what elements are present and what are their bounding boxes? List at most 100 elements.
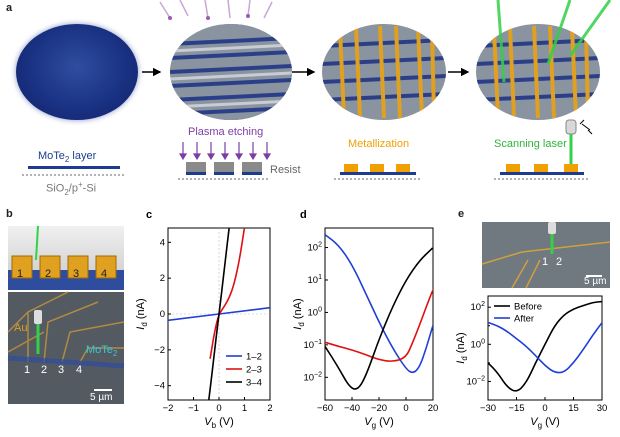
series-line-d-2: [325, 246, 433, 390]
y-tick-base: 10: [303, 340, 314, 351]
x-tick-label: 15: [568, 403, 579, 414]
y-tick-exp: 2: [481, 301, 485, 308]
panel-d-label: d: [300, 209, 307, 221]
x-tick-label: 0: [403, 403, 408, 414]
panel-b-label: b: [6, 208, 13, 220]
y-tick-label: 100: [471, 338, 486, 350]
e-contact-1: 1: [542, 256, 549, 268]
stage1-schematic: [22, 166, 126, 176]
legend-label: 1–2: [246, 352, 262, 363]
y-tick-label: 10−2: [303, 371, 322, 383]
y-tick-exp: −2: [477, 375, 485, 382]
y-axis-label-c-var: I: [135, 327, 147, 330]
x-axis-label-c-sub: b: [212, 421, 217, 430]
y-tick-base: 10: [466, 376, 477, 387]
y-axis-label-c-unit: (nA): [135, 298, 147, 322]
x-tick-label: 20: [428, 403, 439, 414]
contact-3-label: 3: [73, 268, 80, 280]
x-tick-label: 30: [597, 403, 608, 414]
x-axis-label-c: Vb (V): [204, 416, 234, 430]
y-tick-base: 10: [308, 243, 319, 254]
y-tick-exp: −1: [314, 339, 322, 346]
contact-2-label: 2: [45, 268, 52, 280]
y-tick-label: 102: [471, 301, 486, 313]
mote2-micro-label: MoTe2: [86, 344, 117, 358]
x-tick-label: 0: [542, 403, 547, 414]
x-tick-label: 1: [242, 403, 247, 414]
substrate-suffix: -Si: [82, 182, 97, 195]
series-line-c-2–3: [209, 228, 246, 359]
series-line-e-After: [488, 321, 602, 374]
x-tick-label: −40: [344, 403, 360, 414]
micro-contact-1: 1: [24, 364, 31, 376]
x-axis-label-e-unit: (V): [542, 416, 560, 428]
x-axis-label-d-unit: (V): [376, 416, 394, 428]
legend-label: 3–4: [246, 378, 262, 389]
metallized-wafer-image: [322, 24, 446, 120]
substrate-sup: +: [77, 180, 83, 189]
x-axis-label-e-sub: g: [538, 421, 542, 430]
x-tick-label: 2: [267, 403, 272, 414]
micro-contact-4: 4: [76, 364, 83, 376]
x-axis-label-d-var: V: [364, 416, 373, 428]
x-axis-label-e-var: V: [530, 416, 539, 428]
x-tick-label: −30: [480, 403, 496, 414]
series-line-e-Before: [488, 300, 602, 392]
plot-frame-d: [324, 227, 434, 401]
e-contact-2: 2: [556, 256, 563, 268]
micro-contact-2: 2: [41, 364, 48, 376]
stage4-schematic: [494, 119, 593, 180]
stage2-schematic: [178, 142, 272, 180]
mote2-text: MoTe: [38, 150, 65, 162]
plasma-etching-label: Plasma etching: [188, 126, 264, 138]
y-axis-label-e-unit: (nA): [455, 332, 467, 356]
mote2-micro-text: MoTe: [86, 344, 113, 356]
scalebar-label-b: 5 µm: [90, 392, 113, 403]
y-axis-label-e-sub: d: [460, 356, 469, 360]
x-axis-label-d: Vg (V): [364, 416, 394, 430]
y-tick-label: −4: [154, 381, 165, 392]
y-tick-label: 10−1: [303, 339, 322, 351]
x-tick-label: −15: [508, 403, 524, 414]
y-tick-base: 10: [471, 302, 482, 313]
substrate-sub: 2: [64, 187, 69, 197]
x-axis-label-c-unit: (V): [216, 416, 234, 428]
plasma-beams: [159, 0, 273, 20]
y-tick-label: 4: [160, 237, 165, 248]
stage3-schematic: [334, 164, 422, 180]
mote2-wafer-image: [16, 24, 138, 120]
y-axis-label-d-sub: d: [297, 322, 306, 326]
y-tick-exp: 2: [318, 242, 322, 249]
y-tick-label: 2: [160, 273, 165, 284]
y-tick-label: 0: [160, 309, 165, 320]
chart-c: c −2 −1 0 1 2 −4 −2 0 2 4 Vb (V) Id (nA) 1–2 2–3 3–4: [135, 209, 273, 430]
scalebar-label-e: 5 µm: [584, 276, 607, 287]
device-micrograph: Au MoTe2 1 2 3 4 5 µm: [7, 291, 125, 404]
process-arrows: [142, 67, 470, 77]
series-line-d-0: [325, 233, 433, 374]
contact-4-label: 4: [101, 268, 108, 280]
legend-label: Before: [514, 302, 542, 313]
series-line-c-3–4: [208, 228, 230, 400]
scanning-laser-label: Scanning laser: [494, 138, 567, 150]
y-axis-label-e-var: I: [455, 361, 467, 364]
panel-c-label: c: [146, 209, 152, 221]
y-tick-label: 10−2: [466, 375, 485, 387]
mote2-layer-label: MoTe2 layer: [38, 150, 96, 164]
y-tick-base: 10: [308, 307, 319, 318]
x-tick-label: −1: [188, 403, 199, 414]
y-tick-exp: 0: [481, 338, 485, 345]
y-axis-label-d: Id (nA): [292, 298, 306, 329]
panel-e-label: e: [458, 208, 465, 220]
etched-wafer-image: [170, 24, 292, 120]
mote2-micro-sub: 2: [112, 349, 118, 359]
x-axis-label-c-var: V: [204, 416, 213, 428]
micro-contact-3: 3: [58, 364, 65, 376]
legend-label: After: [514, 314, 534, 325]
x-axis-label-d-sub: g: [372, 421, 376, 430]
x-tick-label: −60: [317, 403, 333, 414]
y-tick-exp: 0: [318, 306, 322, 313]
